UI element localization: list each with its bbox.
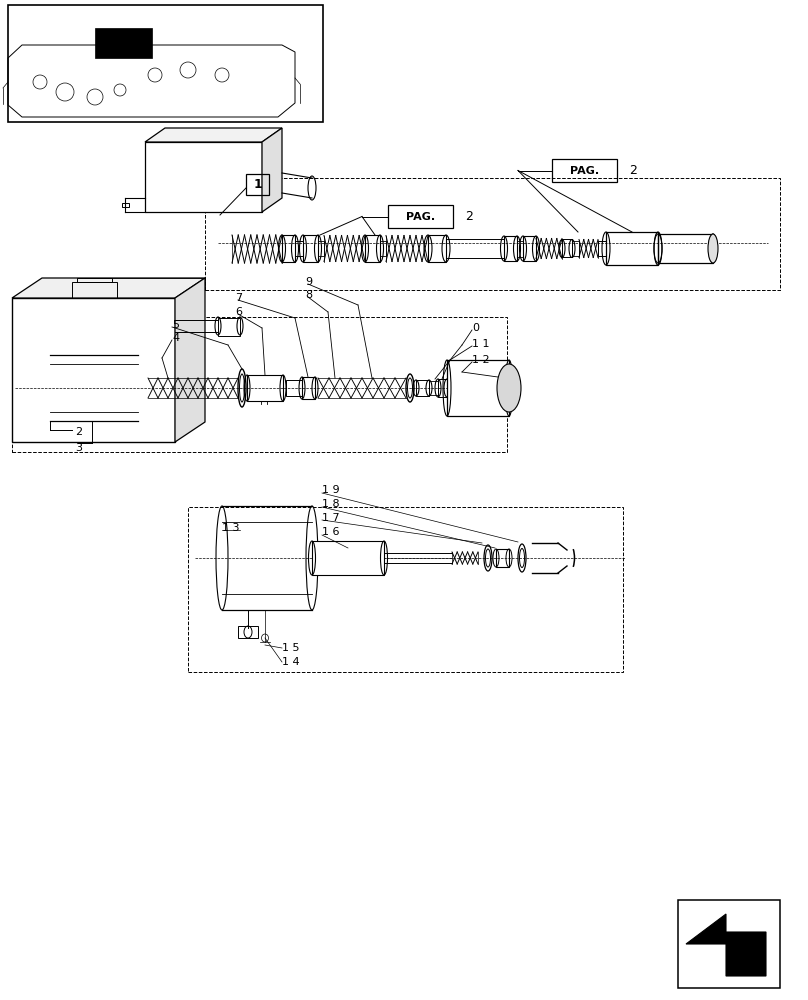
Bar <box>205 178 780 290</box>
Bar <box>416 380 429 396</box>
Polygon shape <box>175 278 205 442</box>
Polygon shape <box>262 128 282 212</box>
Bar <box>303 235 318 262</box>
Bar <box>295 241 303 256</box>
Polygon shape <box>686 914 766 976</box>
Text: 2: 2 <box>629 164 637 177</box>
Text: 1 6: 1 6 <box>322 527 339 537</box>
Bar <box>365 235 380 262</box>
Text: 1 7: 1 7 <box>322 513 339 523</box>
Bar <box>428 235 446 262</box>
Polygon shape <box>12 278 205 298</box>
Bar <box>446 239 504 258</box>
Bar <box>606 232 658 265</box>
Text: 6: 6 <box>235 307 242 317</box>
Bar <box>517 241 523 257</box>
Text: 1 4: 1 4 <box>282 657 300 667</box>
Text: 1 1: 1 1 <box>472 339 490 349</box>
Bar <box>447 360 509 416</box>
Text: 5: 5 <box>172 320 179 330</box>
Text: 1 3: 1 3 <box>222 523 239 533</box>
Bar <box>598 241 606 256</box>
Text: 0: 0 <box>472 323 479 333</box>
Bar <box>678 900 780 988</box>
Text: 1 5: 1 5 <box>282 643 300 653</box>
Text: 7: 7 <box>235 293 242 303</box>
Bar <box>552 159 617 182</box>
Bar <box>438 379 447 397</box>
Bar <box>302 377 315 399</box>
Bar <box>122 203 129 207</box>
Bar <box>496 549 509 567</box>
Bar <box>523 236 536 261</box>
Bar <box>318 241 324 256</box>
Polygon shape <box>95 28 152 58</box>
Text: PAG.: PAG. <box>406 212 435 222</box>
Bar <box>246 174 269 195</box>
Text: 9: 9 <box>305 277 312 287</box>
Text: 2: 2 <box>75 427 82 437</box>
Bar <box>388 205 453 228</box>
Bar <box>572 241 579 256</box>
Text: 1 8: 1 8 <box>322 499 339 509</box>
Bar <box>72 282 117 298</box>
Bar <box>8 5 323 122</box>
Bar <box>504 236 517 261</box>
Bar <box>247 375 283 401</box>
Polygon shape <box>145 128 282 142</box>
Bar <box>77 278 112 282</box>
Text: PAG.: PAG. <box>570 165 599 176</box>
Text: 1 9: 1 9 <box>322 485 339 495</box>
Bar <box>238 626 258 638</box>
Text: 2: 2 <box>465 210 473 223</box>
Bar <box>380 241 386 256</box>
Bar <box>562 239 572 257</box>
Bar <box>218 318 240 336</box>
Text: 1: 1 <box>253 178 262 191</box>
Bar <box>312 541 384 575</box>
Bar <box>286 380 302 396</box>
Bar <box>658 234 713 263</box>
Bar <box>282 235 295 262</box>
Text: 8: 8 <box>305 290 312 300</box>
Ellipse shape <box>708 234 718 263</box>
Bar <box>429 381 438 395</box>
Bar <box>188 507 623 672</box>
Polygon shape <box>12 298 175 442</box>
Bar <box>12 317 507 452</box>
Text: 1 2: 1 2 <box>472 355 490 365</box>
Polygon shape <box>145 142 262 212</box>
Text: 3: 3 <box>75 443 82 453</box>
Text: 4: 4 <box>172 333 179 343</box>
Ellipse shape <box>497 364 521 412</box>
